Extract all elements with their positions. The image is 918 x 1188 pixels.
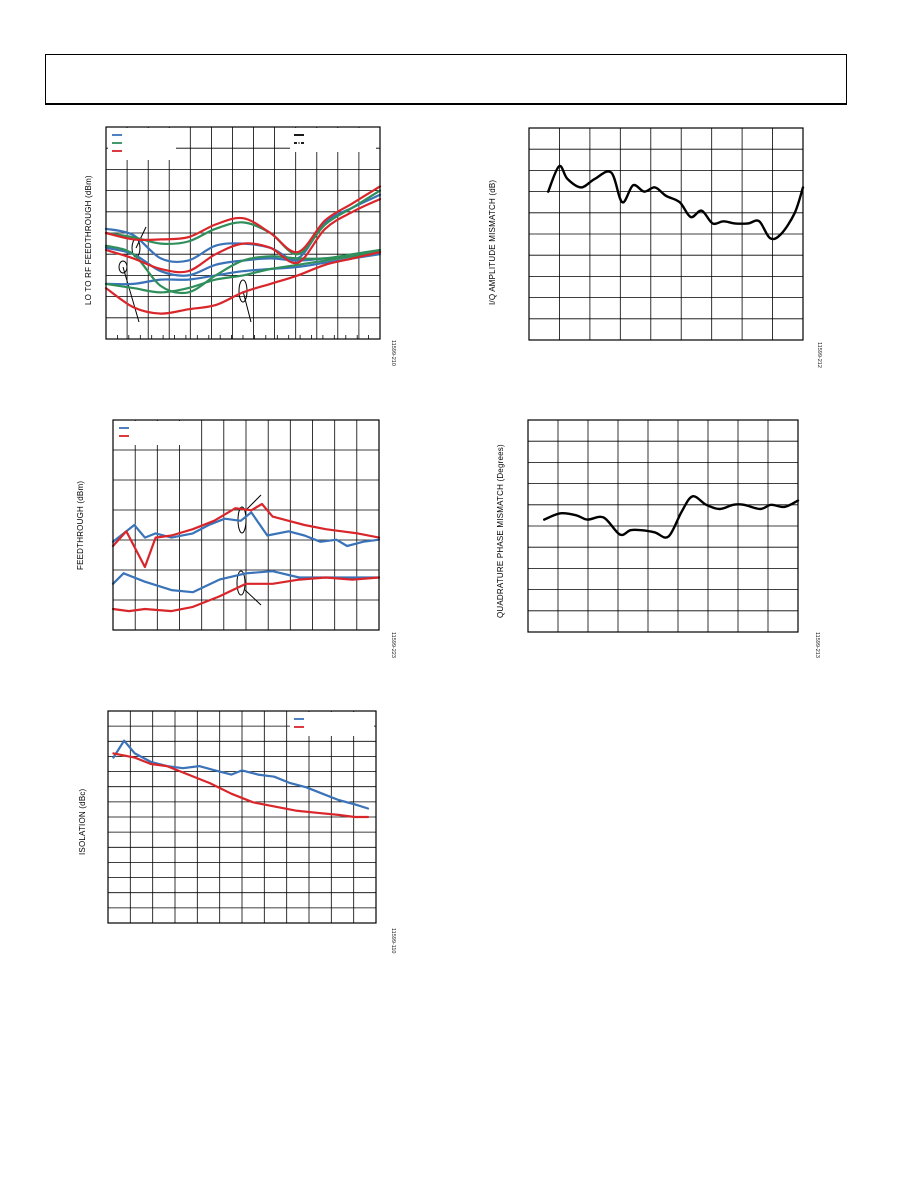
chart-feedthrough [111, 419, 381, 631]
iq-amplitude-mismatch-ylabel: I/Q AMPLITUDE MISMATCH (dB) [488, 179, 497, 305]
feedthrough-figure-id: 11599-223 [390, 632, 396, 658]
legend-box [108, 128, 176, 160]
series-line-black [543, 495, 800, 539]
series-line-red [104, 185, 382, 254]
annotation-callout [244, 589, 262, 606]
quadrature-phase-mismatch-ylabel: QUADRATURE PHASE MISMATCH (Degrees) [496, 444, 505, 618]
series-line-red [104, 198, 382, 274]
chart-isolation [107, 710, 377, 924]
annotation-callout [236, 570, 246, 596]
annotation-callout [135, 226, 147, 249]
plot-frame [107, 710, 377, 924]
feedthrough-plot [111, 419, 381, 631]
isolation-plot [107, 710, 377, 924]
annotation-callout [242, 290, 252, 323]
plot-frame [527, 419, 799, 633]
series-line-black [547, 164, 805, 241]
plot-frame [528, 127, 804, 341]
quadrature-phase-mismatch-plot [527, 419, 800, 633]
lo-rf-feedthrough-ylabel: LO TO RF FEEDTHROUGH (dBm) [84, 175, 93, 305]
legend-box [290, 712, 374, 736]
page-header-frame [45, 54, 847, 105]
annotation-callout [118, 260, 128, 274]
series-line-blue [111, 511, 381, 548]
series-line-blue [104, 253, 382, 286]
annotation-callout [122, 266, 140, 323]
chart-quadrature-phase-mismatch [527, 419, 800, 633]
series-line-blue [112, 739, 370, 810]
isolation-figure-id: 11599-110 [390, 928, 396, 954]
quadrature-phase-mismatch-figure-id: 11599-213 [814, 632, 820, 658]
iq-amplitude-mismatch-figure-id: 11599-212 [816, 342, 822, 368]
series-line-green [104, 251, 382, 294]
isolation-ylabel: ISOLATION (dBc) [78, 788, 87, 855]
legend-box [290, 128, 376, 152]
chart-lo-rf-feedthrough [104, 126, 382, 340]
series-line-red [111, 576, 381, 613]
chart-iq-amplitude-mismatch [528, 127, 805, 341]
series-line-red [111, 502, 381, 569]
lo-rf-feedthrough-plot [104, 126, 382, 340]
plot-frame [105, 126, 381, 340]
lo-rf-feedthrough-figure-id: 11599-210 [390, 340, 396, 366]
legend-box [115, 421, 183, 445]
series-line-green [104, 189, 382, 256]
iq-amplitude-mismatch-plot [528, 127, 805, 341]
plot-frame [112, 419, 380, 631]
series-line-red [104, 251, 382, 315]
series-line-green [104, 244, 382, 295]
series-line-red [112, 752, 370, 819]
feedthrough-ylabel: FEEDTHROUGH (dBm) [76, 480, 85, 570]
annotation-callout [245, 494, 262, 511]
series-line-blue [104, 193, 382, 264]
